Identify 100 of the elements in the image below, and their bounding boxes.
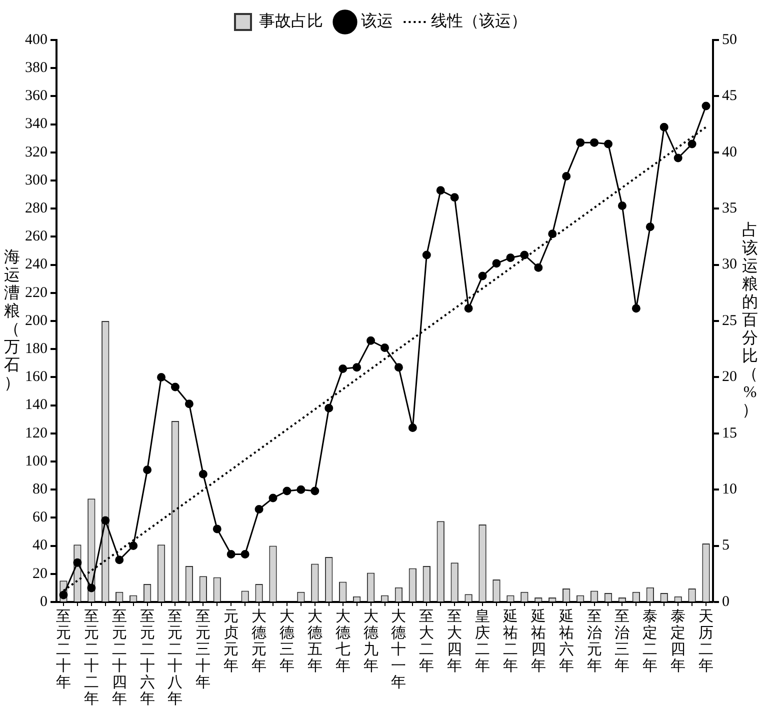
- y-tick-label: 380: [25, 60, 48, 76]
- y-tick-label: 360: [25, 88, 48, 104]
- y2-tick-label: 30: [722, 256, 737, 273]
- y-tick-label: 40: [32, 538, 48, 554]
- point: [520, 250, 529, 260]
- x-tick-label: 延祐六年: [558, 608, 574, 675]
- point: [436, 186, 445, 195]
- point: [240, 550, 250, 558]
- point: [338, 364, 348, 374]
- point: [618, 202, 626, 210]
- point: [324, 404, 334, 412]
- x-tick-label: 皇庆二年: [475, 608, 490, 675]
- point: [534, 263, 543, 272]
- point: [492, 259, 501, 268]
- x-tick-label: 泰定四年: [670, 609, 686, 675]
- y2-tick-label: 15: [722, 425, 737, 442]
- y-tick-label: 180: [25, 341, 48, 358]
- y-tick-label: 220: [25, 284, 48, 301]
- y-tick-label: 20: [32, 566, 48, 582]
- x-tick-label: 延祐四年: [530, 608, 546, 675]
- x-tick-label: 至治三年: [614, 609, 630, 675]
- y2-tick-label: 40: [722, 144, 737, 160]
- point: [604, 140, 612, 148]
- y-tick-label: 340: [25, 116, 48, 132]
- point: [394, 363, 403, 372]
- y2-tick-label: 25: [722, 312, 737, 329]
- x-tick-label: 大德元年: [252, 608, 267, 675]
- legend-label: 事故占比: [259, 12, 323, 30]
- y-tick-label: 240: [25, 256, 48, 273]
- y-tick-label: 260: [25, 228, 48, 245]
- y-tick-label: 300: [25, 172, 48, 188]
- y-tick-label: 140: [25, 397, 48, 414]
- point: [422, 250, 431, 260]
- x-tick-label: 元贞元年: [224, 609, 239, 675]
- point: [646, 222, 654, 232]
- point: [59, 590, 68, 600]
- point: [702, 102, 710, 110]
- point: [73, 558, 82, 567]
- point: [674, 154, 682, 162]
- x-tick-label: 延祐二年: [502, 608, 518, 675]
- y2-tick-label: 0: [722, 594, 730, 610]
- point: [632, 304, 640, 313]
- legend-label: 线性（该运）: [431, 12, 527, 30]
- point: [590, 138, 599, 147]
- y-tick-label: 0: [40, 594, 48, 610]
- point: [352, 363, 362, 372]
- y-tick-label: 60: [32, 510, 48, 526]
- x-tick-label: 大德五年: [307, 608, 322, 675]
- point: [296, 485, 306, 494]
- y2-tick-label: 20: [722, 369, 737, 386]
- point: [282, 486, 292, 496]
- point: [268, 494, 278, 502]
- x-tick-label: 至元二十八年: [168, 609, 183, 708]
- point: [254, 505, 264, 514]
- x-tick-label: 至元二十年: [56, 609, 71, 692]
- point: [688, 140, 696, 148]
- point: [184, 400, 194, 408]
- x-tick-label: 至元二十四年: [112, 609, 127, 708]
- y-tick-label: 400: [25, 32, 48, 48]
- legend-label: 该运: [361, 12, 393, 30]
- y-tick-label: 80: [32, 482, 48, 498]
- point: [562, 172, 571, 181]
- x-tick-label: 至大四年: [447, 609, 462, 675]
- point: [101, 516, 110, 525]
- point: [366, 336, 376, 345]
- point: [87, 584, 96, 592]
- y-tick-label: 280: [25, 200, 48, 217]
- x-tick-label: 至治元年: [586, 609, 602, 675]
- point: [660, 122, 668, 132]
- x-tick-label: 大德三年: [279, 608, 294, 675]
- text: 占该运粮的百分比（%）: [742, 222, 758, 420]
- point: [576, 138, 585, 147]
- point: [157, 372, 166, 382]
- y-axis-title: 海运漕粮（万石）: [4, 249, 20, 392]
- x-tick-label: 大德十一年: [391, 608, 406, 692]
- y-tick-label: 200: [25, 312, 48, 329]
- point: [143, 466, 152, 474]
- point: [408, 424, 417, 432]
- x-tick-label: 至元二十六年: [140, 609, 155, 708]
- x-tick-label: 至元二十二年: [84, 609, 99, 708]
- point: [226, 550, 236, 558]
- y-tick-label: 120: [25, 425, 48, 442]
- y2-tick-label: 5: [722, 538, 730, 554]
- y2-tick-label: 35: [722, 200, 737, 217]
- point: [310, 486, 320, 496]
- point: [198, 470, 208, 478]
- point: [380, 343, 389, 352]
- y-tick-label: 320: [25, 144, 48, 160]
- point: [170, 382, 180, 392]
- point: [506, 254, 515, 262]
- point: [450, 193, 459, 202]
- point: [212, 524, 222, 534]
- x-tick-label: 至元三十年: [196, 609, 211, 692]
- point: [115, 556, 124, 564]
- point: [129, 542, 138, 550]
- y-tick-label: 160: [25, 369, 48, 386]
- point: [464, 304, 473, 313]
- x-tick-label: 大德九年: [363, 608, 378, 675]
- y2-tick-label: 45: [722, 88, 737, 104]
- x-tick-label: 大德七年: [335, 608, 350, 675]
